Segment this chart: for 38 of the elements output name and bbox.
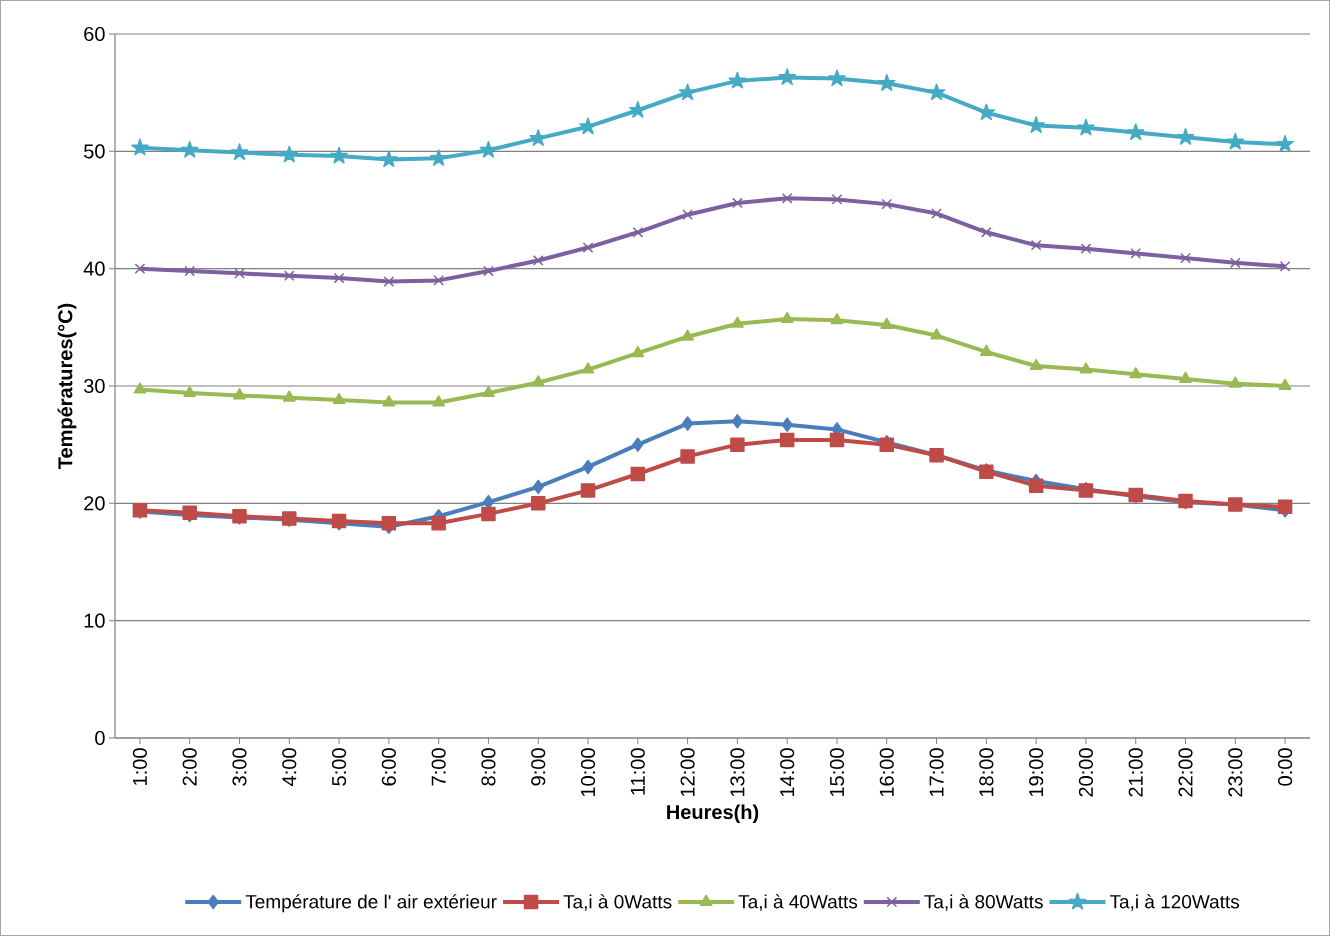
x-tick-label: 3:00: [232, 748, 247, 786]
legend-label: Ta,i à 0Watts: [563, 894, 672, 911]
x-tick-label: 18:00: [979, 748, 994, 797]
x-tick-label: 17:00: [929, 748, 944, 797]
x-tick-label: 16:00: [879, 748, 894, 797]
x-tick-label: 11:00: [630, 748, 645, 795]
y-tick-label: 0: [95, 730, 105, 746]
legend-label: Ta,i à 80Watts: [924, 894, 1043, 911]
x-tick-label: 12:00: [680, 748, 695, 797]
legend-label: Ta,i à 120Watts: [1109, 894, 1240, 911]
y-tick-label: 10: [84, 613, 105, 628]
x-tick-label: 21:00: [1128, 748, 1143, 797]
x-tick-label: 0:00: [1278, 748, 1293, 786]
legend-label: Ta,i à 40Watts: [738, 894, 858, 911]
y-tick-label: 60: [84, 26, 105, 42]
y-tick-label: 40: [83, 261, 105, 276]
x-tick-label: 15:00: [829, 748, 845, 797]
x-tick-label: 5:00: [332, 748, 347, 786]
x-tick-label: 20:00: [1078, 748, 1093, 797]
x-tick-label: 19:00: [1029, 748, 1044, 797]
x-tick-label: 2:00: [182, 748, 197, 786]
x-tick-label: 1:00: [132, 748, 147, 785]
x-tick-label: 6:00: [381, 748, 396, 786]
x-tick-label: 7:00: [431, 748, 446, 786]
x-tick-label: 10:00: [580, 748, 596, 797]
x-tick-label: 4:00: [282, 748, 297, 786]
x-axis-title: Heures(h): [667, 804, 759, 824]
y-axis-title: Températures(°C): [57, 303, 77, 470]
x-tick-label: 22:00: [1178, 748, 1193, 797]
x-tick-label: 9:00: [531, 748, 546, 786]
x-tick-label: 23:00: [1228, 748, 1243, 797]
legend-label: Température de l' air extérieur: [245, 894, 497, 913]
y-tick-label: 30: [84, 378, 105, 394]
x-tick-label: 8:00: [481, 748, 496, 786]
x-tick-label: 14:00: [780, 748, 795, 797]
x-tick-label: 13:00: [730, 748, 745, 797]
y-tick-label: 20: [84, 496, 105, 511]
y-tick-label: 50: [84, 144, 105, 159]
